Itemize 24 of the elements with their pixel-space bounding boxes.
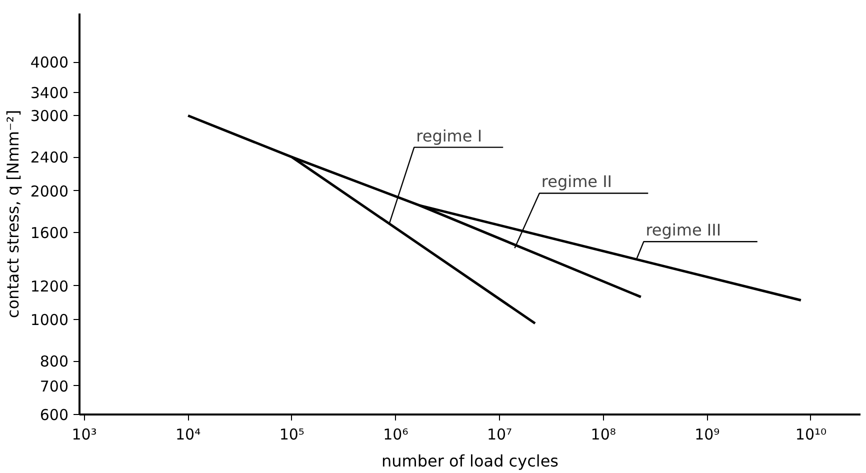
y-tick-label: 3000	[30, 107, 69, 126]
y-tick-label: 700	[40, 377, 69, 396]
x-tick-label: 10⁴	[176, 426, 201, 444]
y-tick-label: 600	[40, 406, 69, 424]
y-tick-label: 3400	[30, 84, 69, 102]
x-tick-label: 10⁵	[279, 426, 304, 444]
annotation: regime II	[541, 172, 612, 192]
x-tick-label: 10⁷	[486, 426, 512, 444]
annotation: regime III	[646, 220, 722, 240]
x-tick-label: 10¹⁰	[795, 426, 827, 444]
x-tick-label: 10⁶	[383, 426, 408, 444]
y-axis-title: contact stress, q [Nmm⁻²]	[3, 110, 22, 318]
y-tick-label: 2400	[30, 148, 69, 167]
x-axis-title: number of load cycles	[381, 452, 559, 470]
y-tick-label: 2000	[30, 182, 69, 200]
x-tick-label: 10³	[72, 426, 97, 444]
y-tick-label: 1600	[30, 224, 69, 242]
x-tick-label: 10⁸	[590, 426, 616, 444]
y-tick-label: 4000	[30, 54, 69, 72]
y-tick-label: 800	[40, 352, 69, 371]
x-tick-label: 10⁹	[694, 426, 720, 444]
annotation: regime I	[416, 126, 482, 146]
y-tick-label: 1000	[30, 311, 69, 330]
y-tick-label: 1200	[30, 277, 69, 296]
